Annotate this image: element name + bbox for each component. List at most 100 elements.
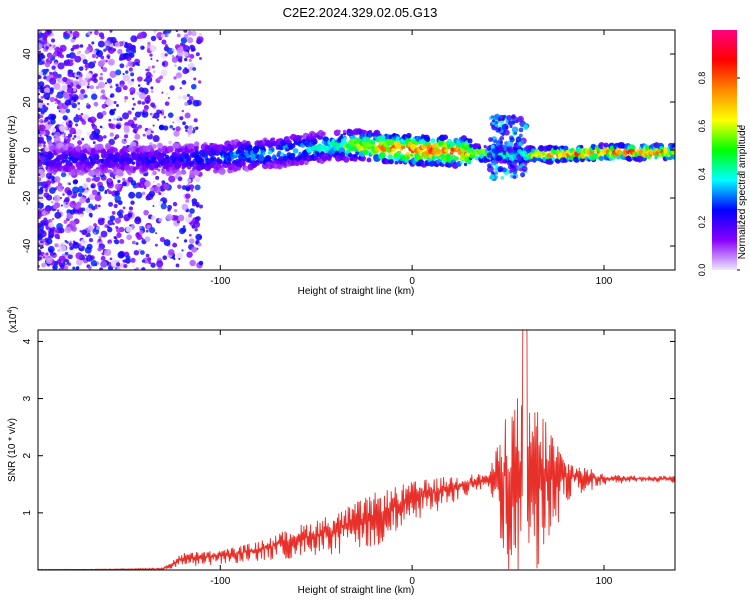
- spectrogram-noise-dot: [109, 257, 113, 261]
- spectrogram-ridge-dot: [467, 160, 472, 165]
- spectrogram-noise-dot: [176, 236, 179, 239]
- spectrogram-noise-dot: [53, 194, 61, 202]
- spectrogram-noise-dot: [186, 251, 193, 258]
- spectrogram-noise-dot: [54, 233, 60, 239]
- spectrogram-noise-dot: [88, 43, 91, 47]
- spectrogram-ridge-dot: [343, 156, 350, 163]
- spectrogram-noise-dot: [65, 202, 68, 205]
- spectrogram-ridge-dot: [671, 154, 675, 160]
- spectrogram-noise-dot: [55, 95, 59, 98]
- spectrogram-noise-dot: [72, 266, 76, 270]
- spectrogram-noise-dot: [44, 206, 50, 212]
- spectrogram-noise-dot: [91, 41, 95, 45]
- spectrogram-ridge-dot: [399, 161, 403, 164]
- spectrogram-ridge-dot: [181, 169, 187, 175]
- spectrogram-noise-dot: [128, 67, 133, 72]
- spectrogram-noise-dot: [100, 89, 106, 94]
- spectrogram-ridge-dot: [87, 161, 92, 167]
- spectrogram-noise-dot: [128, 191, 136, 199]
- spectrogram-noise-dot: [50, 114, 56, 121]
- spectrogram-noise-dot: [42, 256, 46, 259]
- spectrogram-noise-dot: [137, 100, 142, 105]
- spectrogram-noise-dot: [62, 115, 68, 121]
- spectrogram-noise-dot: [67, 253, 73, 260]
- spectrogram-noise-dot: [182, 121, 186, 126]
- spectrogram-noise-dot: [76, 51, 81, 55]
- spectrogram-noise-dot: [95, 206, 98, 210]
- spectrogram-noise-dot: [191, 189, 194, 192]
- spectrogram-noise-dot: [87, 83, 90, 86]
- spectrogram-noise-dot: [191, 30, 197, 37]
- spectrogram-noise-dot: [49, 71, 53, 76]
- spectrogram-noise-dot: [133, 250, 140, 256]
- snr-y-label: SNR (10 * v/v): [7, 418, 18, 482]
- spectrogram-noise-dot: [109, 215, 116, 221]
- spectrogram-burst-dot: [488, 137, 494, 143]
- spectrogram-panel: -100 0 100 -40 -20 0 20 40 Height of straight …: [7, 29, 676, 297]
- spectrogram-noise-dot: [52, 44, 56, 48]
- spectrogram-noise-dot: [105, 59, 108, 63]
- spectrogram-noise-dot: [198, 80, 202, 84]
- spectrogram-burst-dot: [494, 175, 499, 179]
- spectrogram-noise-dot: [160, 203, 167, 210]
- spectrogram-noise-dot: [187, 134, 191, 137]
- spectrogram-noise-dot: [115, 104, 119, 107]
- spectrogram-noise-dot: [81, 137, 85, 141]
- spectrogram-ridge-dot: [367, 130, 373, 135]
- spectrogram-noise-dot: [190, 83, 197, 90]
- spectrogram-noise-dot: [46, 238, 53, 245]
- spectrogram-noise-dot: [169, 85, 175, 91]
- snr-x-ticks: -100 0 100: [210, 330, 613, 587]
- spectrogram-ridge-dot: [337, 129, 341, 133]
- spectrogram-noise-dot: [147, 69, 150, 72]
- spectrogram-noise-dot: [97, 247, 102, 252]
- spectrogram-noise-dot: [119, 63, 125, 69]
- spectrogram-noise-dot: [59, 244, 67, 253]
- spectrogram-noise-dot: [181, 185, 187, 190]
- spectrogram-noise-dot: [137, 32, 144, 39]
- spectrogram-noise-dot: [172, 201, 178, 207]
- spectrogram-ridge-dot: [218, 167, 226, 175]
- spectrogram-noise-dot: [93, 223, 97, 227]
- spectrogram-noise-dot: [177, 184, 182, 189]
- spectrogram-noise-dot: [158, 217, 163, 222]
- spectrogram-noise-dot: [108, 124, 114, 129]
- spectrogram-noise-dot: [155, 232, 158, 235]
- spectrogram-noise-dot: [127, 60, 133, 67]
- spectrogram-noise-dot: [43, 217, 48, 222]
- spectrogram-noise-dot: [130, 35, 138, 43]
- spectrogram-noise-dot: [45, 257, 53, 264]
- spectrogram-burst-dot: [489, 174, 495, 180]
- spectrogram-noise-dot: [69, 30, 73, 34]
- x-tick-label: 100: [596, 276, 613, 287]
- spectrogram-noise-dot: [100, 255, 106, 261]
- spectrogram-noise-dot: [116, 232, 122, 238]
- spectrogram-noise-dot: [51, 217, 55, 221]
- spectrogram-noise-dot: [79, 213, 84, 218]
- spectrogram-ridge-dot: [209, 155, 217, 163]
- spectrogram-noise-dot: [145, 195, 151, 201]
- spectrogram-noise-dot: [107, 178, 112, 183]
- spectrogram-noise-dot: [101, 110, 107, 116]
- spectrogram-noise-dot: [110, 93, 115, 98]
- spectrogram-burst-dot: [506, 140, 514, 148]
- spectrogram-ridge-dot: [157, 168, 161, 172]
- spectrogram-noise-dot: [125, 255, 131, 261]
- spectrogram-noise-dot: [135, 191, 143, 199]
- spectrogram-noise-dot: [109, 85, 113, 89]
- spectrogram-noise-dot: [63, 219, 68, 224]
- spectrogram-noise-dot: [134, 217, 142, 225]
- spectrogram-noise-dot: [161, 91, 164, 94]
- spectrogram-burst-dot: [511, 126, 519, 133]
- spectrogram-noise-dot: [62, 76, 68, 83]
- spectrogram-ridge-dot: [342, 132, 347, 136]
- spectrogram-noise-dot: [100, 261, 108, 268]
- spectrogram-noise-dot: [192, 99, 200, 107]
- spectrogram-noise-dot: [152, 180, 155, 184]
- spectrogram-noise-dot: [141, 267, 146, 270]
- spectrogram-burst-dot: [515, 119, 519, 124]
- spectrogram-noise-dot: [114, 190, 120, 197]
- spectrogram-noise-dot: [39, 32, 44, 38]
- x-tick-label: -100: [210, 276, 230, 287]
- spectrogram-noise-dot: [54, 102, 57, 105]
